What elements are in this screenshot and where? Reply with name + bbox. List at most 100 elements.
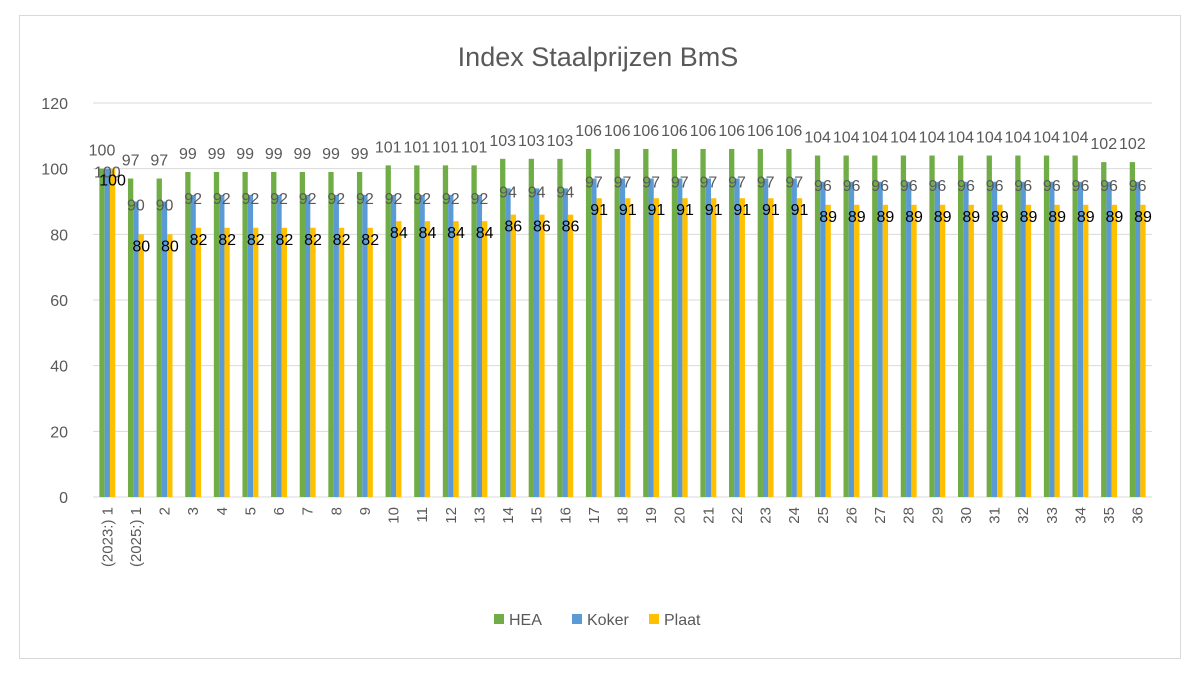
legend-swatch-hea [494, 614, 504, 624]
bar-hea [328, 171, 334, 497]
bar-hea [385, 165, 391, 497]
x-tick-label: 6 [271, 507, 288, 515]
data-label-plaat: 86 [504, 219, 522, 236]
data-label-hea: 103 [518, 133, 545, 150]
data-label-hea: 99 [236, 146, 254, 163]
bar-plaat [1054, 204, 1060, 498]
bar-plaat [1140, 204, 1146, 498]
bar-hea [872, 155, 878, 498]
data-label-plaat: 80 [161, 238, 179, 255]
bar-plaat [338, 227, 345, 497]
x-tick-label: 23 [758, 507, 775, 524]
bar-koker [906, 181, 912, 498]
bar-hea [127, 178, 134, 497]
bar-koker [963, 181, 969, 498]
bar-hea [1043, 155, 1050, 498]
data-label-koker: 92 [442, 191, 460, 208]
data-label-hea: 99 [179, 146, 197, 163]
bar-koker [820, 181, 826, 498]
bar-koker [161, 201, 168, 497]
data-label-hea: 104 [976, 130, 1003, 147]
bar-plaat [796, 198, 803, 497]
bar-hea [471, 165, 477, 497]
x-tick-label: (2023:) 1 [99, 507, 116, 567]
bar-plaat [911, 204, 917, 498]
data-label-hea: 100 [89, 143, 116, 160]
data-label-hea: 106 [690, 123, 717, 140]
bar-koker [247, 194, 254, 497]
bar-plaat [653, 198, 660, 497]
x-tick-label: 19 [643, 507, 660, 524]
data-label-plaat: 91 [648, 202, 666, 219]
data-label-koker: 96 [871, 178, 889, 195]
data-label-hea: 97 [122, 153, 140, 170]
bar-plaat [854, 204, 860, 498]
bar-koker [476, 194, 483, 497]
x-tick-label: 21 [700, 507, 717, 524]
data-label-plaat: 80 [132, 238, 150, 255]
bar-hea [442, 165, 449, 497]
x-tick-label: 5 [242, 507, 259, 515]
data-label-hea: 101 [403, 139, 430, 156]
x-tick-label: 30 [958, 507, 975, 524]
y-tick-label: 0 [59, 490, 68, 507]
data-label-koker: 100 [94, 165, 121, 182]
data-label-koker: 92 [270, 191, 288, 208]
x-tick-label: 16 [557, 507, 574, 524]
bar-koker [219, 194, 225, 497]
data-label-koker: 97 [728, 175, 746, 192]
data-label-hea: 104 [861, 130, 888, 147]
bar-plaat [825, 204, 831, 498]
bar-plaat [138, 234, 144, 498]
bar-plaat [453, 221, 459, 497]
bar-plaat [539, 214, 545, 497]
x-tick-label: 8 [328, 507, 345, 515]
bar-plaat [625, 198, 631, 497]
bar-plaat [768, 198, 774, 497]
bar-koker [505, 188, 511, 497]
bar-hea [299, 171, 306, 497]
bar-koker [419, 194, 425, 497]
data-label-koker: 96 [1072, 178, 1090, 195]
bar-koker [1077, 181, 1084, 498]
data-label-koker: 96 [1100, 178, 1118, 195]
data-label-koker: 96 [1043, 178, 1061, 195]
x-tick-label: 27 [872, 507, 889, 524]
data-label-koker: 92 [213, 191, 231, 208]
data-label-hea: 104 [1005, 130, 1032, 147]
bar-koker [104, 168, 110, 497]
data-label-plaat: 86 [562, 219, 580, 236]
x-tick-label: 26 [843, 507, 860, 524]
data-label-plaat: 89 [991, 209, 1009, 226]
bar-hea [643, 148, 649, 497]
data-label-koker: 96 [928, 178, 946, 195]
bar-hea [213, 171, 220, 497]
data-label-hea: 106 [632, 123, 659, 140]
data-label-hea: 106 [575, 123, 602, 140]
data-label-koker: 94 [556, 184, 574, 201]
data-label-plaat: 89 [905, 209, 923, 226]
bar-plaat [682, 198, 688, 497]
data-label-koker: 96 [957, 178, 975, 195]
x-tick-label: 25 [815, 507, 832, 524]
bar-plaat [711, 198, 717, 497]
bar-plaat [882, 204, 889, 498]
data-label-hea: 103 [547, 133, 574, 150]
bar-hea [700, 148, 706, 497]
data-label-hea: 99 [293, 146, 311, 163]
bar-hea [671, 148, 678, 497]
data-label-koker: 92 [356, 191, 374, 208]
x-tick-label: 7 [300, 507, 317, 515]
data-label-plaat: 86 [533, 219, 551, 236]
data-label-hea: 104 [1062, 130, 1089, 147]
legend-label-plaat: Plaat [664, 612, 701, 629]
data-label-hea: 104 [890, 130, 917, 147]
data-label-koker: 96 [1014, 178, 1032, 195]
data-label-hea: 101 [375, 139, 402, 156]
x-tick-label: 22 [729, 507, 746, 524]
data-label-koker: 92 [413, 191, 431, 208]
bar-hea [528, 158, 534, 498]
x-tick-label: 24 [786, 507, 803, 524]
bar-koker [1049, 181, 1055, 498]
data-label-koker: 97 [671, 175, 689, 192]
